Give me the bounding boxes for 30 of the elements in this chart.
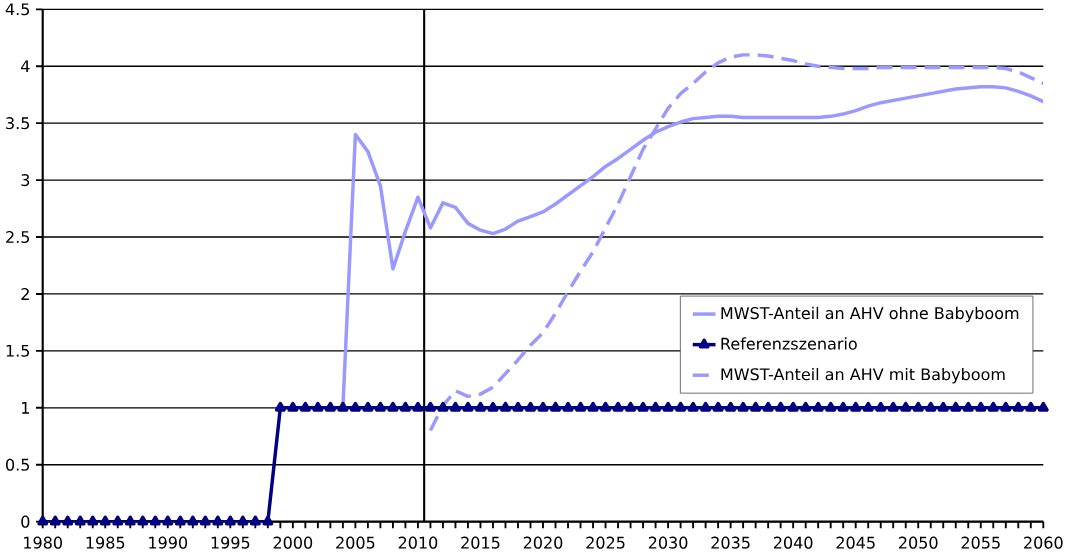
x-tick-label: 2020	[523, 536, 563, 549]
y-tick-label: 4	[21, 60, 30, 72]
x-tick-label: 2000	[273, 536, 313, 549]
y-tick-label: 4.5	[5, 3, 30, 16]
y-tick-label: 2.5	[6, 230, 30, 243]
legend-label: MWST-Anteil an AHV ohne Babyboom	[721, 306, 1019, 323]
x-tick-label: 2015	[461, 536, 500, 549]
y-tick-label: 2	[21, 287, 29, 300]
x-tick-label: 2045	[836, 536, 875, 549]
x-tick-label: 1995	[211, 536, 250, 549]
x-tick-label: 1980	[24, 536, 62, 549]
y-tick-label: 3	[21, 173, 30, 186]
x-tick-label: 2025	[586, 536, 625, 549]
y-tick-label: 3.5	[6, 116, 30, 130]
x-tick-label: 2005	[336, 536, 375, 549]
y-tick-label: 0.5	[6, 458, 30, 471]
y-tick-label: 1	[22, 401, 29, 414]
x-tick-label: 1990	[149, 536, 188, 549]
y-tick-label: 1.5	[6, 344, 30, 357]
x-tick-label: 2010	[398, 536, 438, 549]
legend-label: Referenzszenario	[721, 337, 857, 350]
legend-label: MWST-Anteil an AHV mit Babyboom	[721, 367, 1005, 384]
x-tick-label: 2060	[1024, 536, 1063, 549]
y-tick-label: 0	[21, 515, 30, 528]
x-tick-label: 2050	[899, 536, 938, 549]
x-tick-label: 2035	[711, 536, 750, 549]
x-tick-label: 2055	[961, 536, 1000, 549]
x-tick-label: 2030	[648, 536, 688, 549]
x-tick-label: 2040	[773, 536, 813, 549]
x-tick-label: 1985	[86, 536, 125, 549]
